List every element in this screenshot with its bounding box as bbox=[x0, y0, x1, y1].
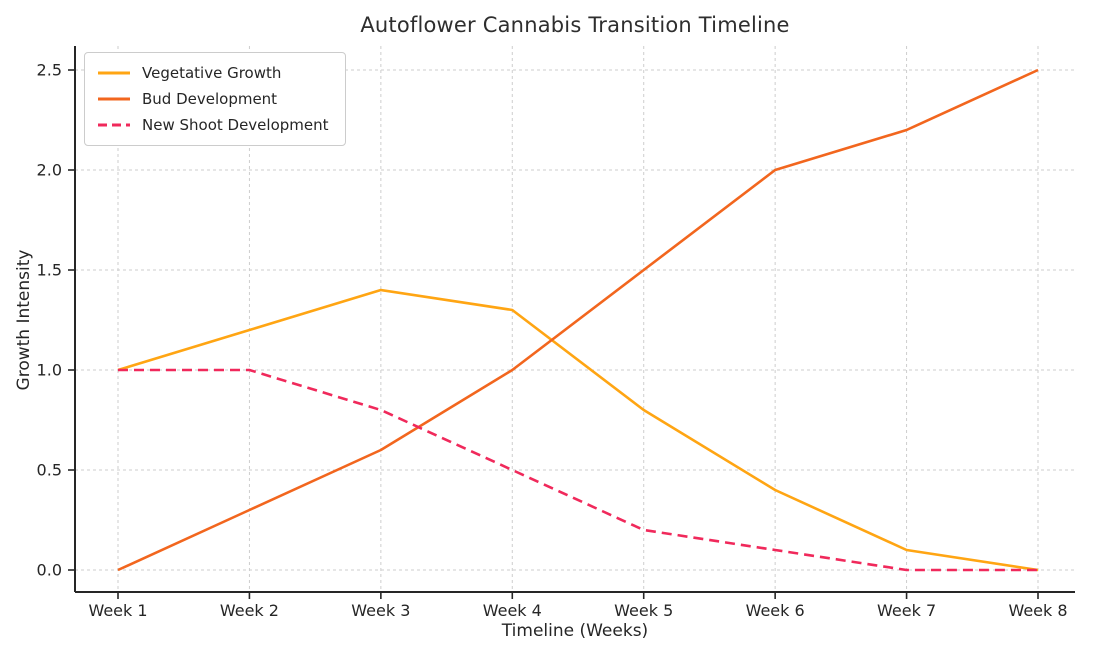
series-line-vegetative-growth bbox=[117, 288, 1039, 572]
tick-labels: 0.0 0.5 1.0 1.5 2.0 2.5 Week 1 Week 2 Week 3 Week… bbox=[37, 61, 1068, 621]
y-tick-label: 2.0 bbox=[37, 161, 62, 180]
legend-label: Vegetative Growth bbox=[142, 64, 282, 82]
y-tick-label: 0.5 bbox=[37, 461, 62, 480]
y-tick-label: 0.0 bbox=[37, 561, 62, 580]
x-tick-label: Week 5 bbox=[614, 601, 673, 620]
gridlines bbox=[75, 46, 1075, 592]
legend-line-swatch bbox=[98, 71, 130, 75]
tick-marks bbox=[68, 69, 1039, 599]
y-tick-label: 1.5 bbox=[37, 261, 62, 280]
x-tick-label: Week 2 bbox=[220, 601, 279, 620]
legend-label: New Shoot Development bbox=[142, 116, 329, 134]
legend-line-swatch bbox=[98, 123, 130, 127]
chart-title: Autoflower Cannabis Transition Timeline bbox=[360, 13, 790, 37]
legend-line-swatch bbox=[98, 97, 130, 101]
legend-item: Bud Development bbox=[96, 88, 329, 110]
x-tick-label: Week 1 bbox=[88, 601, 147, 620]
legend-item: New Shoot Development bbox=[96, 114, 329, 136]
legend-label: Bud Development bbox=[142, 90, 278, 108]
x-tick-label: Week 4 bbox=[483, 601, 542, 620]
y-tick-label: 2.5 bbox=[37, 61, 62, 80]
legend-item: Vegetative Growth bbox=[96, 62, 329, 84]
series-line-new-shoot-development bbox=[118, 368, 1038, 572]
legend: Vegetative Growth Bud Development New Shoo… bbox=[84, 52, 346, 146]
x-tick-label: Week 6 bbox=[746, 601, 805, 620]
x-tick-label: Week 7 bbox=[877, 601, 936, 620]
y-tick-label: 1.0 bbox=[37, 361, 62, 380]
x-axis-label: Timeline (Weeks) bbox=[501, 621, 649, 641]
axes-spines bbox=[74, 46, 1075, 593]
x-tick-label: Week 8 bbox=[1008, 601, 1067, 620]
y-axis-label: Growth Intensity bbox=[14, 249, 34, 391]
series-line-bud-development bbox=[117, 68, 1039, 572]
x-tick-label: Week 3 bbox=[351, 601, 410, 620]
